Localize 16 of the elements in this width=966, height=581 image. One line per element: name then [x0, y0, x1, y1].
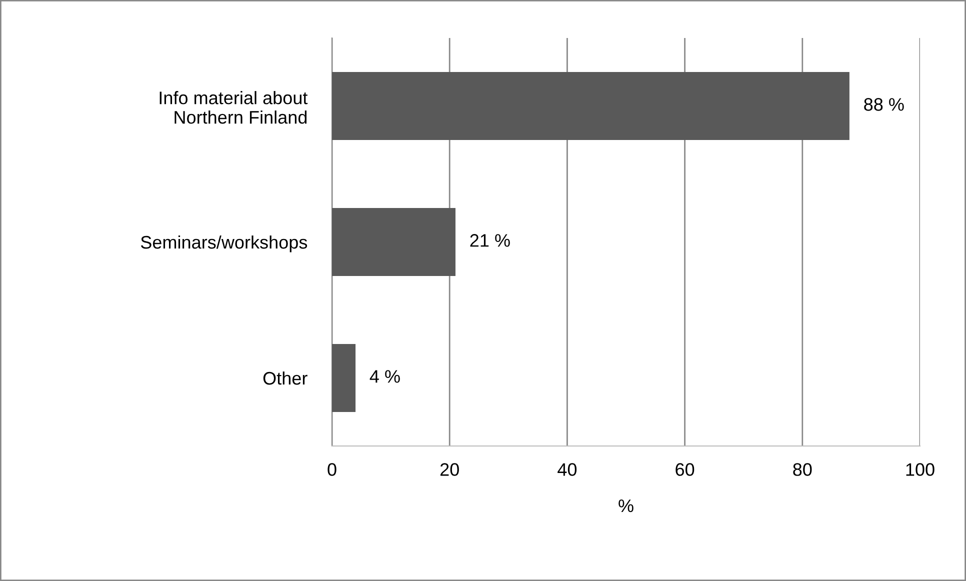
bar [332, 72, 850, 140]
y-tick-label: Other [263, 371, 308, 385]
x-axis-title: % [618, 500, 634, 512]
data-label: 4 % [370, 370, 400, 383]
data-label: 88 % [864, 98, 904, 111]
y-tick-label: Seminars/workshops [140, 235, 308, 252]
x-tick-label: 20 [440, 463, 459, 476]
bar [332, 208, 456, 276]
bar [332, 344, 356, 412]
x-tick-label: 0 [328, 463, 336, 476]
data-label: 21 % [470, 234, 510, 247]
x-tick-label: 80 [793, 463, 812, 476]
y-tick-label: Info material about Northern Finland [160, 91, 308, 124]
x-tick-label: 100 [906, 463, 934, 476]
x-tick-label: 40 [558, 463, 577, 476]
x-tick-label: 60 [676, 463, 694, 476]
